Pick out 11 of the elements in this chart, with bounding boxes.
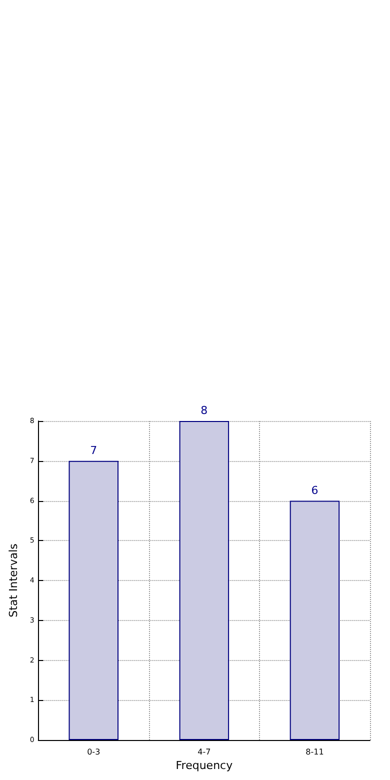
x-tick-label: 0-3 [87,748,100,756]
bar [290,500,340,740]
x-tick-label: 8-11 [306,748,324,756]
x-axis-title: Frequency [176,759,234,772]
bar [68,460,118,740]
y-axis-title: Stat Intervals [7,543,20,618]
x-tick-label: 4-7 [198,748,211,756]
data-label: 7 [90,444,98,457]
bar [179,421,230,740]
data-label: 8 [200,404,208,417]
data-label: 6 [311,484,318,497]
